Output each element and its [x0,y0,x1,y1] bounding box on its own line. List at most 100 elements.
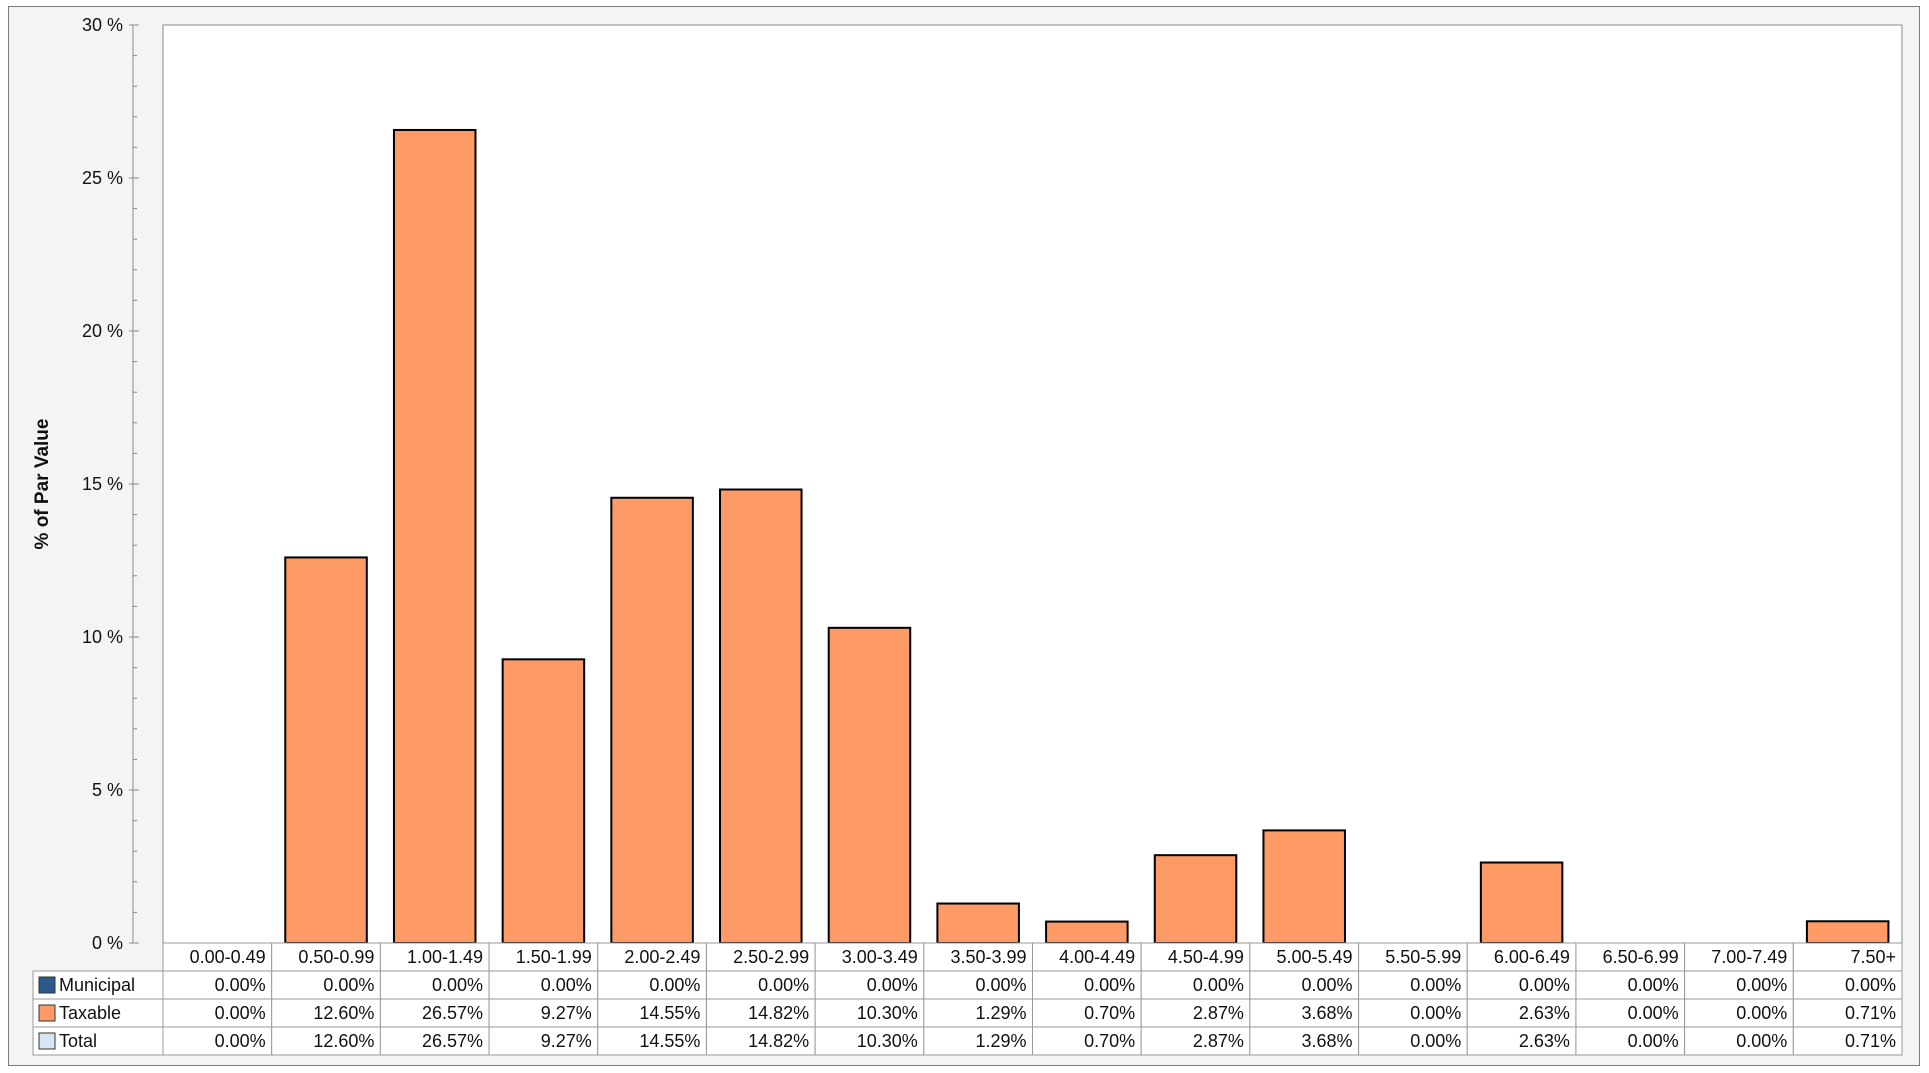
bar-2.50-2.99 [719,488,803,944]
table-cell [1466,998,1577,1028]
table-value: 10.30% [857,1003,918,1023]
y-tick-label: 5 % [92,780,123,800]
table-cell [597,1026,707,1056]
legend-swatch-total [38,1032,56,1050]
category-label: 0.00-0.49 [190,947,266,967]
table-cell [1140,998,1251,1028]
table-cell [814,970,925,1000]
table-value: 1.29% [975,1003,1026,1023]
category-label: 3.00-3.49 [842,947,918,967]
bar-7.50+ [1805,920,1890,944]
category-header-cell [1792,942,1903,972]
bar-0.50-0.99 [284,556,368,944]
legend-label: Total [59,1031,97,1051]
bar-5.00-5.49 [1262,829,1346,945]
table-cell [379,1026,490,1056]
table-value: 14.82% [748,1031,809,1051]
table-value: 0.00% [1736,975,1787,995]
y-tick-label: 30 % [82,15,123,35]
bar-2.00-2.49 [610,496,694,944]
category-header-cell [379,942,490,972]
table-value: 0.00% [1736,1003,1787,1023]
bar-4.50-4.99 [1153,854,1238,944]
table-value: 0.00% [1410,975,1461,995]
bar-1.50-1.99 [501,658,586,944]
table-value: 14.55% [639,1003,700,1023]
y-tick-label: 15 % [82,474,123,494]
table-value: 2.87% [1193,1031,1244,1051]
table-value: 9.27% [541,1031,592,1051]
table-cell [1575,970,1686,1000]
table-value: 26.57% [422,1003,483,1023]
table-cell [271,998,381,1028]
table-value: 2.63% [1519,1003,1570,1023]
table-value: 2.87% [1193,1003,1244,1023]
table-value: 1.29% [975,1031,1026,1051]
table-value: 0.00% [1628,1003,1679,1023]
bar-3.50-3.99 [936,902,1020,944]
category-label: 6.00-6.49 [1494,947,1570,967]
bar-6.00-6.49 [1479,861,1564,944]
table-cell [814,1026,925,1056]
table-value: 26.57% [422,1031,483,1051]
table-value: 9.27% [541,1003,592,1023]
table-value: 0.00% [1410,1031,1461,1051]
table-value: 0.00% [1628,1031,1679,1051]
y-tick-label: 0 % [92,933,123,953]
table-cell [705,998,816,1028]
table-value: 0.00% [1519,975,1570,995]
table-value: 0.00% [649,975,700,995]
chart-container: 0 % 5 % 10 % 15 % 20 % 25 % 30 % % of Par Value… [8,6,1920,1066]
category-header-cell [1575,942,1686,972]
category-label: 7.00-7.49 [1711,947,1787,967]
table-value: 0.70% [1084,1003,1135,1023]
table-cell [1575,998,1686,1028]
table-value: 0.71% [1845,1003,1896,1023]
table-value: 12.60% [313,1031,374,1051]
table-value: 0.00% [867,975,918,995]
table-cell [923,1026,1033,1056]
category-label: 4.00-4.49 [1059,947,1135,967]
table-value: 3.68% [1302,1031,1353,1051]
category-label: 7.50+ [1850,947,1896,967]
category-label: 5.00-5.49 [1277,947,1353,967]
category-header-cell [488,942,599,972]
table-cell [488,998,599,1028]
table-value: 0.00% [975,975,1026,995]
legend-label: Taxable [59,1003,121,1023]
table-value: 14.82% [748,1003,809,1023]
bar-1.00-1.49 [392,128,477,944]
table-cell [923,970,1033,1000]
table-cell [488,1026,599,1056]
table-value: 12.60% [313,1003,374,1023]
table-cell [1684,1026,1794,1056]
category-label: 6.50-6.99 [1603,947,1679,967]
table-value: 14.55% [639,1031,700,1051]
table-value: 0.71% [1845,1031,1896,1051]
bar-3.00-3.49 [827,626,912,944]
table-value: 0.00% [1084,975,1135,995]
table-cell [1140,1026,1251,1056]
table-value: 0.00% [1736,1031,1787,1051]
bar-chart: 0 % 5 % 10 % 15 % 20 % 25 % 30 % % of Par Value… [32,15,1903,1056]
table-cell [923,998,1033,1028]
y-tick-label: 25 % [82,168,123,188]
table-cell [1358,1026,1468,1056]
table-value: 0.00% [1628,975,1679,995]
table-value: 10.30% [857,1031,918,1051]
table-cell [1032,1026,1142,1056]
legend-label: Municipal [59,975,135,995]
table-value: 0.00% [1845,975,1896,995]
table-cell [1032,998,1142,1028]
table-cell [1792,1026,1903,1056]
table-cell [1466,970,1577,1000]
table-cell [271,970,381,1000]
table-value: 3.68% [1302,1003,1353,1023]
table-value: 0.00% [432,975,483,995]
category-header-cell [705,942,816,972]
category-label: 3.50-3.99 [950,947,1026,967]
category-label: 5.50-5.99 [1385,947,1461,967]
table-value: 0.70% [1084,1031,1135,1051]
table-value: 0.00% [215,1031,266,1051]
category-header-cell [597,942,707,972]
